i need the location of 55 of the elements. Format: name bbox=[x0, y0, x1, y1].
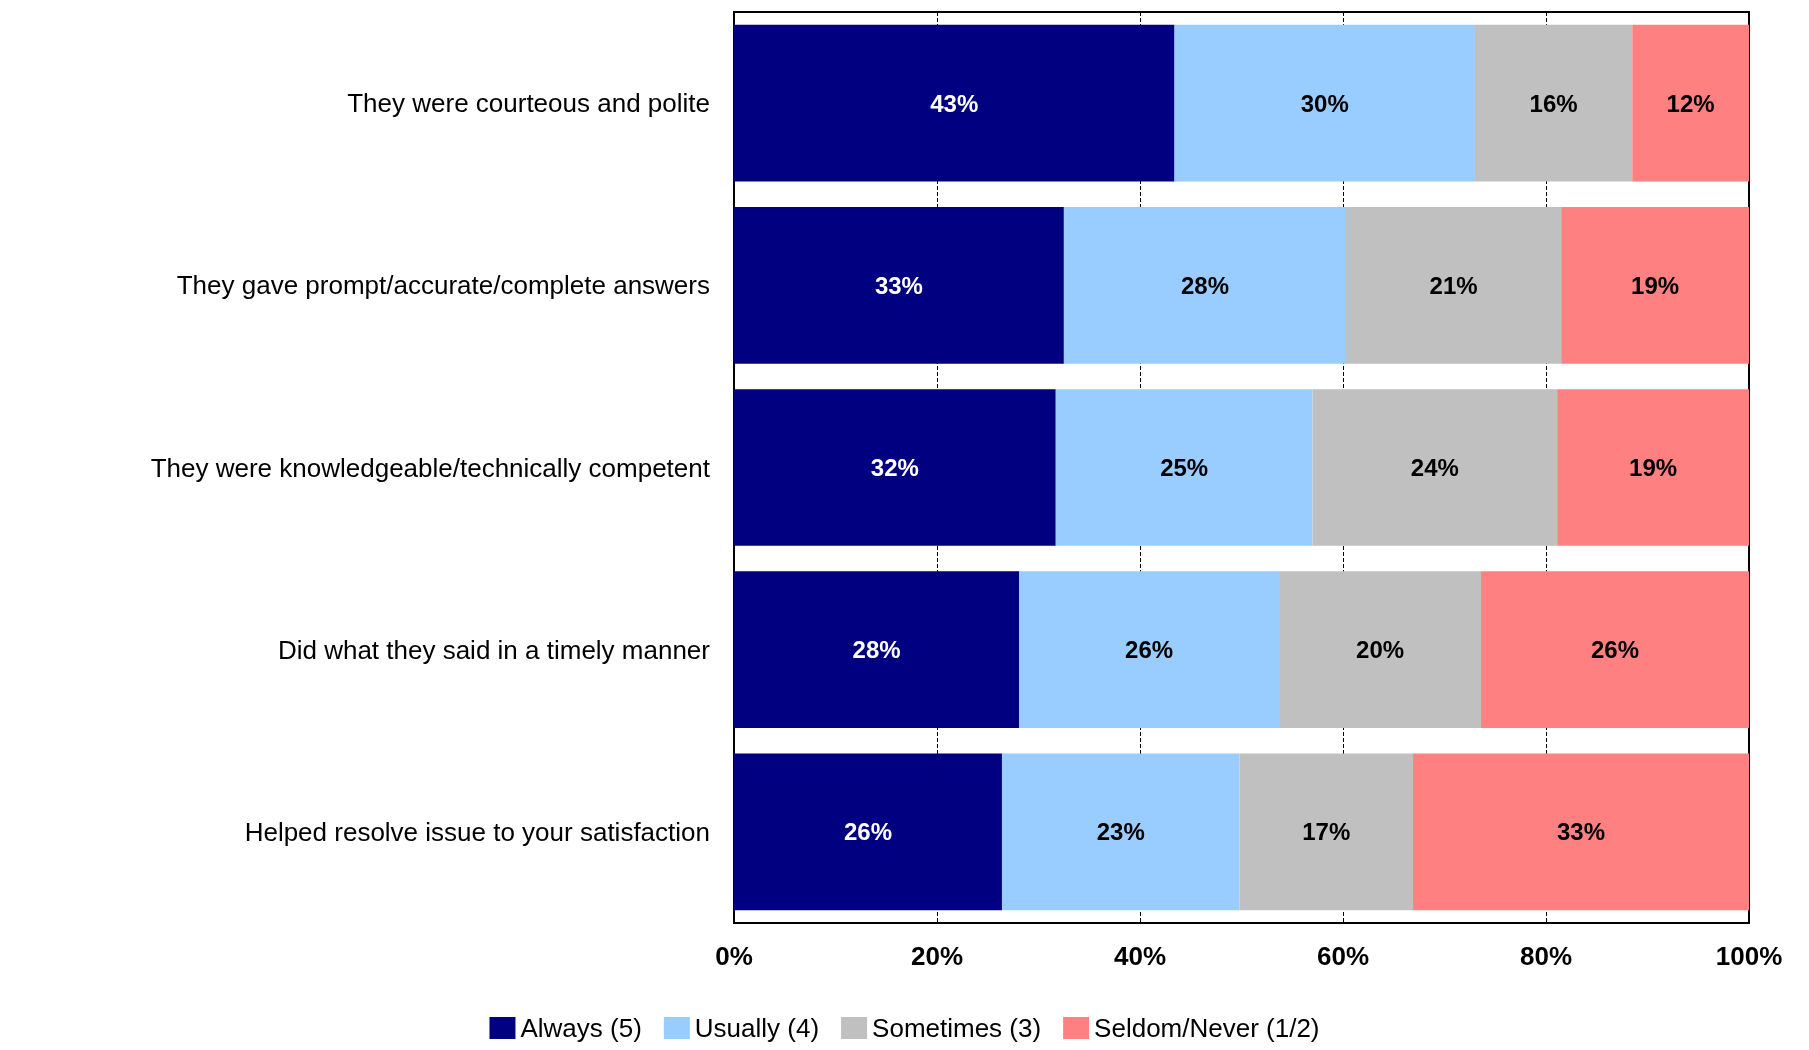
bar bbox=[1312, 389, 1558, 546]
bar bbox=[734, 571, 1020, 729]
bar bbox=[1055, 389, 1313, 546]
y-tick-label: Helped resolve issue to your satisfaction bbox=[244, 816, 710, 847]
data-label: 33% bbox=[874, 271, 923, 299]
data-label: 17% bbox=[1302, 818, 1351, 846]
data-label: 28% bbox=[852, 636, 901, 664]
data-label: 30% bbox=[1300, 89, 1349, 117]
data-label: 20% bbox=[1356, 636, 1405, 664]
x-tick-label: 0% bbox=[715, 941, 753, 971]
data-label: 24% bbox=[1410, 454, 1459, 481]
x-tick-label: 60% bbox=[1316, 941, 1370, 971]
bar bbox=[1561, 206, 1749, 364]
data-label: 16% bbox=[1529, 89, 1578, 117]
data-label: 26% bbox=[843, 818, 892, 846]
y-tick-label: They gave prompt/accurate/complete answers bbox=[176, 270, 710, 301]
legend-label: Always (5) bbox=[520, 1013, 642, 1043]
x-tick-label: 40% bbox=[1113, 941, 1167, 971]
x-tick-label: 80% bbox=[1519, 941, 1573, 971]
bar bbox=[1557, 389, 1749, 546]
y-tick-label: Did what they said in a timely manner bbox=[277, 634, 711, 665]
bar bbox=[734, 389, 1056, 546]
bar bbox=[1174, 24, 1475, 182]
bar bbox=[1346, 206, 1562, 364]
y-tick-label: They were courteous and polite bbox=[347, 88, 710, 119]
bar bbox=[1001, 753, 1240, 911]
bar bbox=[1632, 24, 1749, 182]
x-tick-label: 20% bbox=[910, 941, 964, 971]
bar bbox=[1239, 753, 1414, 911]
bar bbox=[1019, 571, 1280, 729]
data-label: 12% bbox=[1666, 89, 1715, 117]
legend-label: Seldom/Never (1/2) bbox=[1094, 1013, 1320, 1043]
data-label: 32% bbox=[870, 454, 919, 481]
data-label: 26% bbox=[1591, 636, 1640, 664]
legend-label: Sometimes (3) bbox=[872, 1013, 1042, 1043]
bar bbox=[734, 24, 1175, 182]
bar bbox=[734, 753, 1002, 911]
data-label: 43% bbox=[930, 89, 979, 117]
data-label: 26% bbox=[1125, 636, 1174, 664]
bar bbox=[734, 206, 1064, 364]
data-label: 21% bbox=[1429, 271, 1478, 299]
bar bbox=[1481, 571, 1749, 729]
x-tick-label: 100% bbox=[1715, 941, 1783, 971]
bar bbox=[1413, 753, 1749, 911]
data-label: 25% bbox=[1160, 454, 1209, 481]
data-label: 23% bbox=[1096, 818, 1145, 846]
data-label: 19% bbox=[1629, 454, 1678, 481]
data-label: 19% bbox=[1631, 271, 1680, 299]
bar bbox=[1279, 571, 1482, 729]
data-label: 33% bbox=[1556, 818, 1606, 846]
data-label: 28% bbox=[1180, 271, 1229, 299]
legend-label: Usually (4) bbox=[694, 1013, 820, 1043]
bar bbox=[1474, 24, 1633, 182]
bar bbox=[1063, 206, 1347, 364]
y-tick-label: They were knowledgeable/technically competent bbox=[150, 452, 711, 483]
